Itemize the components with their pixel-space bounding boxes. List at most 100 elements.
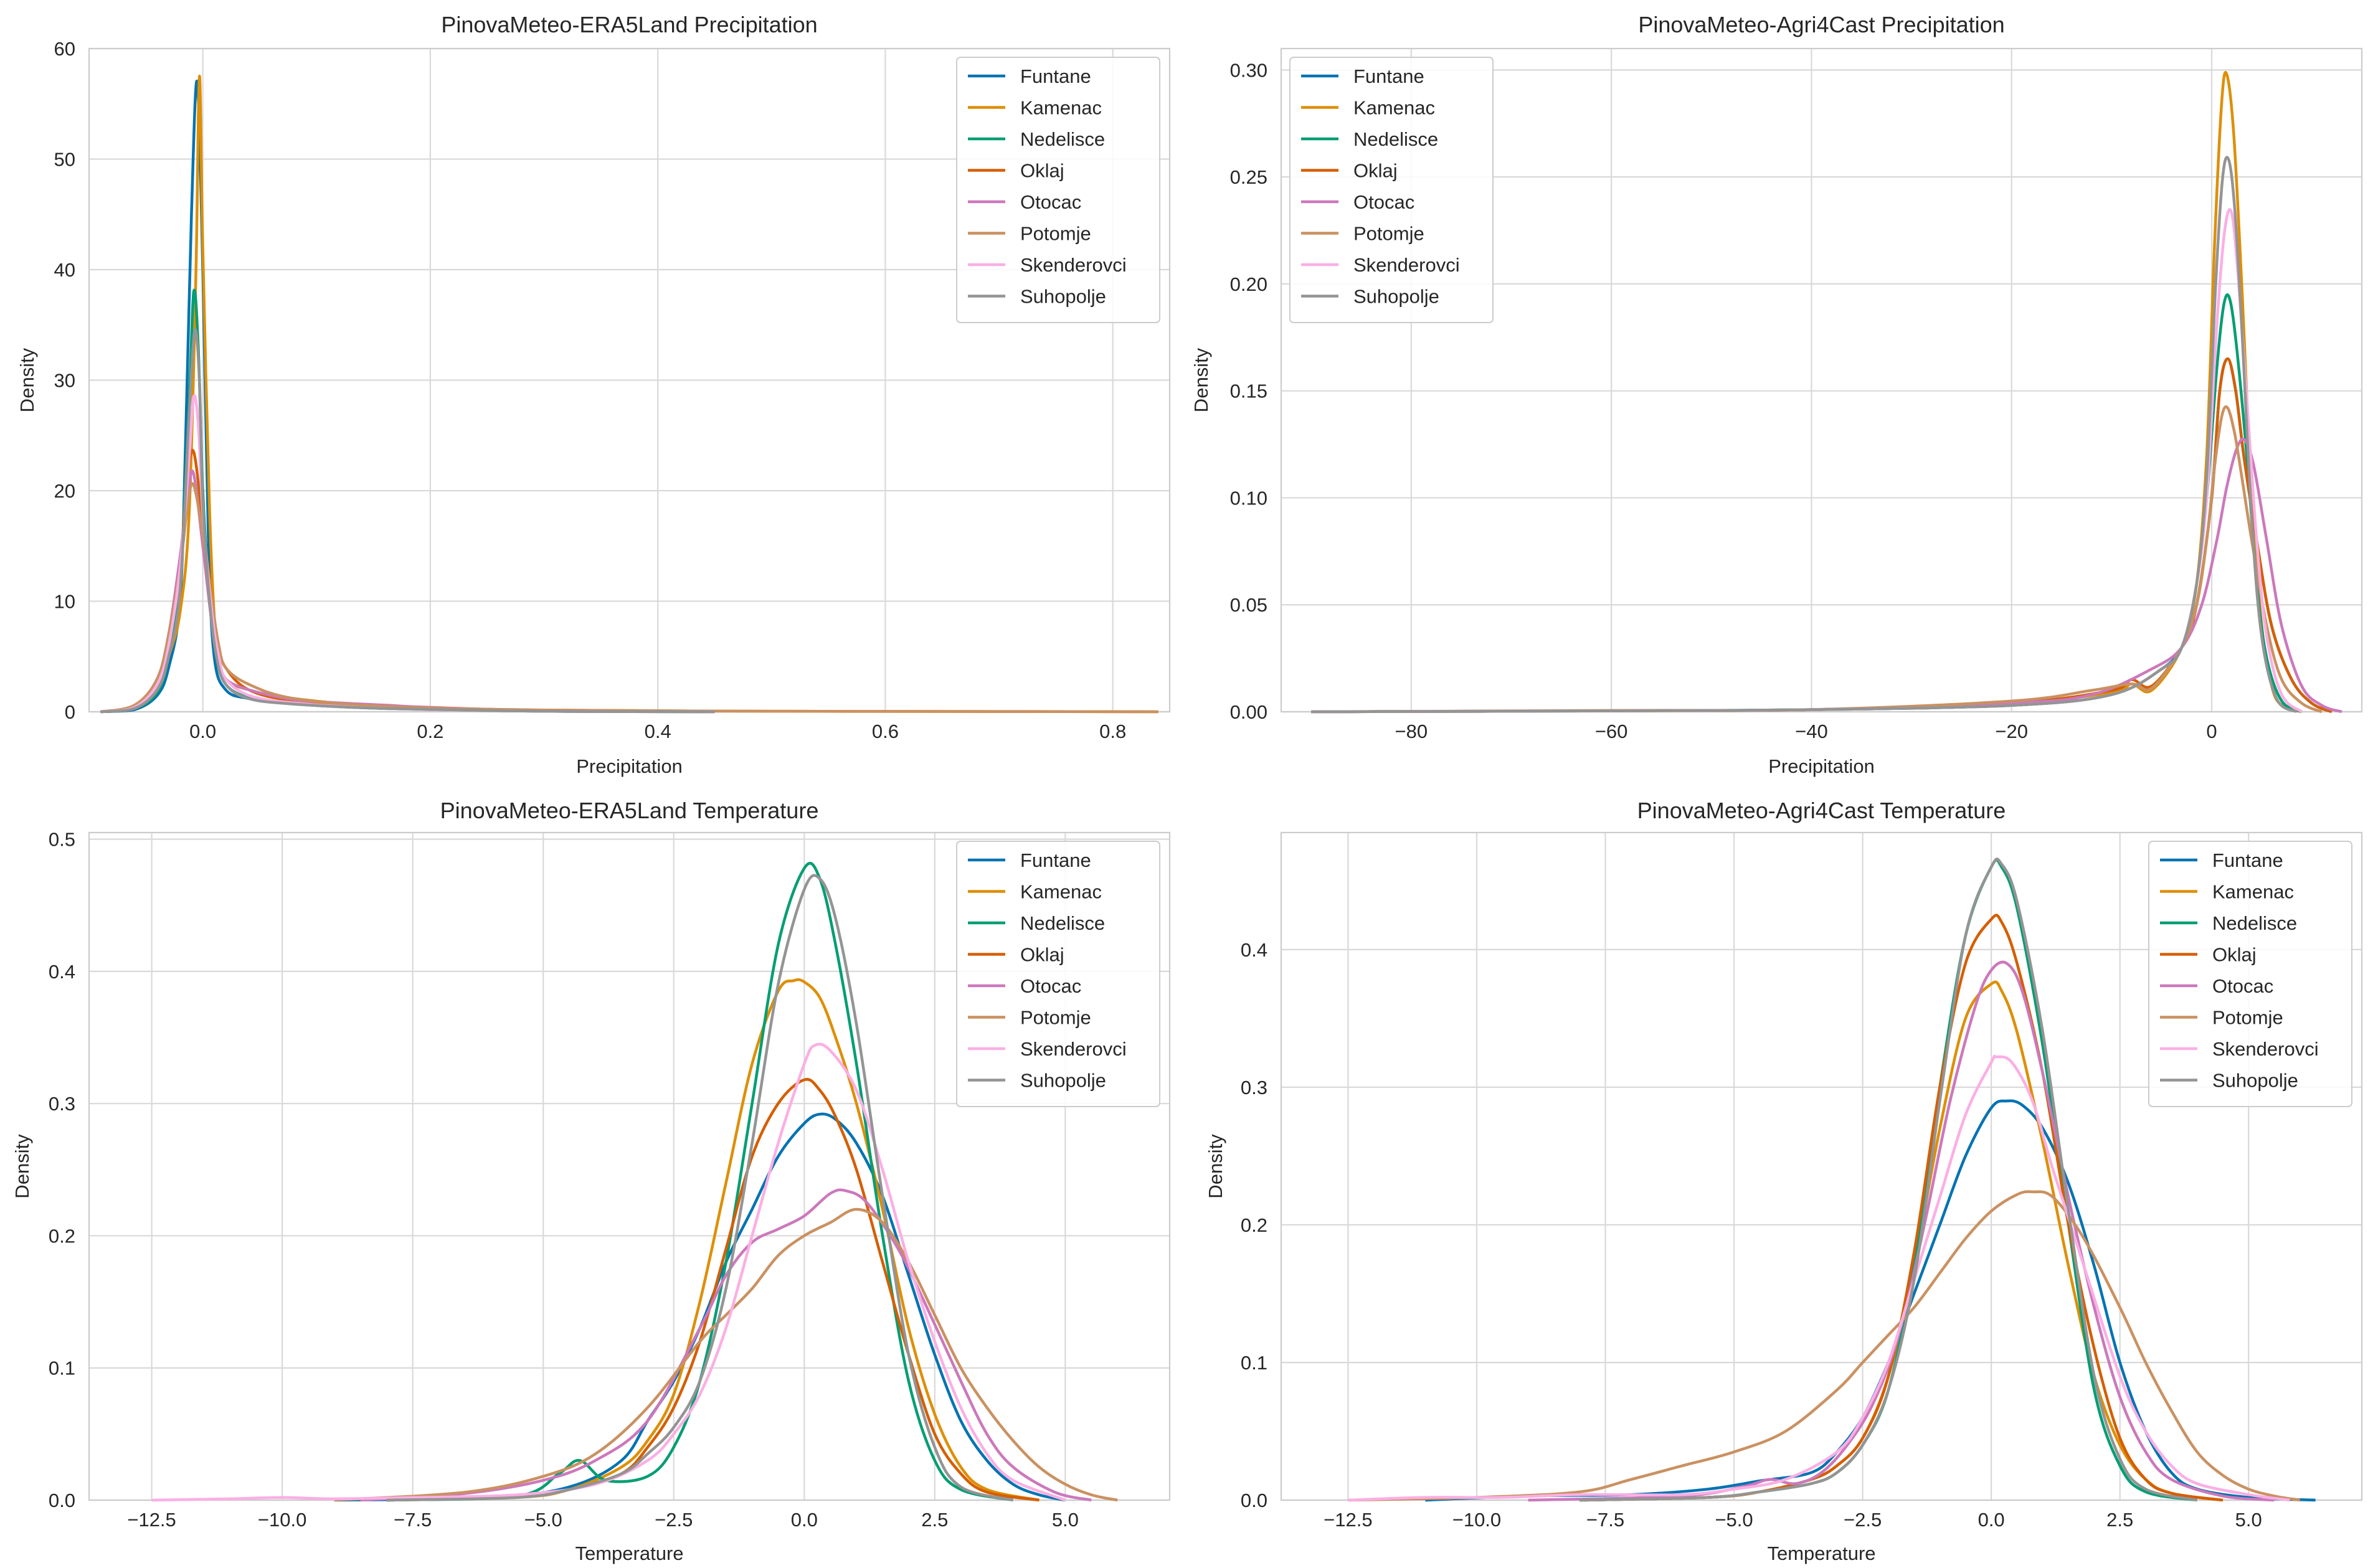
legend-label: Suhopolje [1020,286,1106,308]
series-line-suhopolje [386,874,1014,1502]
legend-label: Nedelisce [1020,128,1105,150]
x-axis-label: Precipitation [576,755,683,777]
series-line-skenderovci [1348,1054,2290,1502]
legend: Funtane Kamenac Nedelisce Oklaj Otocac Potomj… [956,841,1160,1107]
y-tick-label: 0.1 [1241,1352,1267,1374]
legend-label: Funtane [1353,65,1424,87]
y-tick-label: 0.2 [1241,1214,1267,1236]
x-tick-label: 5.0 [2235,1509,2262,1531]
y-tick-label: 30 [54,370,75,392]
legend-box [956,841,1160,1107]
y-tick-label: 10 [54,591,75,613]
y-tick-label: 20 [54,480,75,502]
legend-label: Oklaj [1020,944,1064,966]
y-tick-label: 0.30 [1230,59,1267,81]
plot-frame [1280,831,2363,1501]
x-tick-label: −12.5 [1324,1509,1372,1531]
legend-label: Otocac [1020,975,1081,997]
chart-title: PinovaMeteo-ERA5Land Temperature [440,798,819,823]
series-line-potomje [334,1207,1118,1502]
x-tick-label: 0.0 [1978,1509,2005,1531]
legend-label: Nedelisce [2212,912,2297,934]
chart-title: PinovaMeteo-Agri4Cast Precipitation [1638,12,2004,37]
legend: Funtane Kamenac Nedelisce Oklaj Otocac Potomj… [2148,841,2352,1107]
x-tick-label: 2.5 [921,1509,948,1531]
legend-label: Skenderovci [1020,1038,1127,1060]
panel-agri4cast-precipitation: −80 −60 −40 −20 0 0.00 0.05 0.10 0.15 0.20 0.25 0.3… [1190,12,2363,777]
x-tick-label: 0.8 [1099,720,1126,742]
x-tick-label: −80 [1395,720,1428,742]
x-tick-label: −60 [1595,720,1628,742]
x-tick-label: −5.0 [524,1509,562,1531]
legend-label: Kamenac [1353,97,1435,119]
tick-label-layer: −80 −60 −40 −20 0 0.00 0.05 0.10 0.15 0.20 0.25 0.3… [1230,59,2217,742]
chart-title: PinovaMeteo-Agri4Cast Temperature [1637,798,2006,823]
x-tick-label: 0.0 [791,1509,818,1531]
panel-era5land-temperature: −12.5 −10.0 −7.5 −5.0 −2.5 0.0 2.5 5.0 0.0 0.1 0.2… [11,798,1171,1564]
x-axis-label: Temperature [1767,1542,1875,1564]
x-tick-label: −2.5 [1844,1509,1882,1531]
panel-agri4cast-temperature: −12.5 −10.0 −7.5 −5.0 −2.5 0.0 2.5 5.0 0.0 0.1 0.2… [1205,798,2363,1564]
x-tick-label: −2.5 [655,1509,693,1531]
y-tick-label: 0.25 [1230,166,1267,188]
y-tick-label: 0.10 [1230,487,1267,509]
y-tick-label: 0.4 [1241,939,1267,961]
x-tick-label: −12.5 [127,1509,176,1531]
legend: Funtane Kamenac Nedelisce Oklaj Otocac Potomj… [956,57,1160,323]
series-line-potomje [1348,1190,2301,1502]
legend-label: Kamenac [1020,97,1102,119]
legend-label: Nedelisce [1020,912,1105,934]
legend-label: Skenderovci [1020,254,1127,276]
y-tick-label: 0.1 [49,1358,75,1379]
legend-label: Suhopolje [2212,1070,2298,1092]
x-tick-label: 0.0 [189,720,216,742]
tick-label-layer: −12.5 −10.0 −7.5 −5.0 −2.5 0.0 2.5 5.0 0.0 0.1 0.2… [1241,939,2262,1531]
y-tick-label: 0.0 [49,1490,75,1511]
y-tick-label: 0.15 [1230,380,1267,402]
y-axis-label: Density [1205,1134,1226,1199]
legend-label: Potomje [1353,223,1424,245]
series-line-kamenac [386,978,1040,1502]
legend-label: Nedelisce [1353,128,1438,150]
series-line-suhopolje [1311,156,2298,714]
legend-label: Kamenac [2212,881,2294,903]
tick-label-layer: 0.0 0.2 0.4 0.6 0.8 0 10 20 30 40 50 60 [54,38,1127,742]
y-tick-label: 0.2 [49,1225,75,1247]
x-tick-label: −5.0 [1715,1509,1753,1531]
x-tick-label: 0.6 [872,720,899,742]
x-tick-label: −20 [1995,720,2028,742]
y-axis-label: Density [1190,347,1212,412]
y-tick-label: 0.4 [49,961,75,983]
legend-box [2148,841,2352,1107]
y-tick-label: 60 [54,38,75,60]
chart-title: PinovaMeteo-ERA5Land Precipitation [441,12,817,37]
series-line-suhopolje [1580,857,2198,1502]
legend-label: Oklaj [2212,944,2257,966]
series-line-funtane [334,1112,1066,1502]
series-line-otocac [360,1188,1092,1502]
legend-label: Oklaj [1020,160,1064,182]
y-tick-label: 0.5 [49,829,75,851]
series-layer [1311,71,2342,714]
panel-era5land-precipitation: 0.0 0.2 0.4 0.6 0.8 0 10 20 30 40 50 60 PinovaMeteo… [16,12,1171,777]
series-line-suhopolje [100,328,715,714]
series-line-skenderovci [151,1042,1066,1502]
series-line-otocac [1528,960,2275,1502]
legend: Funtane Kamenac Nedelisce Oklaj Otocac Potomj… [1289,57,1494,323]
y-tick-label: 0.0 [1241,1490,1267,1511]
legend-label: Otocac [1020,191,1081,213]
x-tick-label: −7.5 [1586,1509,1624,1531]
legend-label: Suhopolje [1020,1070,1106,1092]
legend-label: Skenderovci [2212,1038,2319,1060]
x-tick-label: 0.2 [417,720,443,742]
x-tick-label: 0.4 [645,720,671,742]
y-axis-label: Density [16,347,38,412]
plot-frame [88,831,1171,1501]
y-axis-label: Density [11,1134,33,1199]
legend-label: Potomje [1020,1007,1091,1029]
x-axis-label: Precipitation [1768,755,1875,777]
series-layer [100,75,1158,714]
legend-label: Funtane [1020,849,1091,871]
